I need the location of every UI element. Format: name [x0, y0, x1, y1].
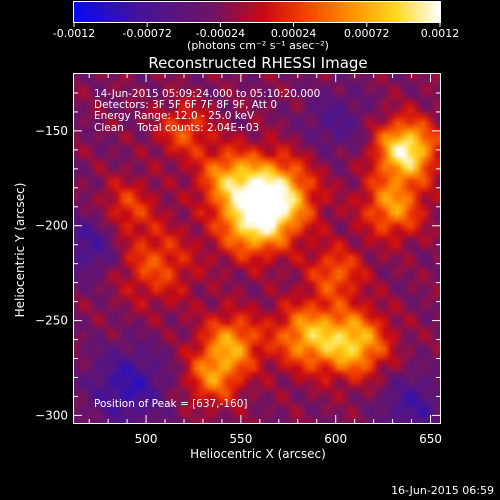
y-axis-label: Heliocentric Y (arcsec): [13, 183, 27, 318]
colorbar-tick-label: -0.00024: [196, 27, 245, 40]
colorbar: -0.0012 -0.00072 -0.00024 0.00024 0.00072 0.0…: [53, 1, 459, 52]
colorbar-frame: [73, 1, 441, 23]
x-tick-label: 650: [419, 432, 442, 446]
annotation-block: 14-Jun-2015 05:09:24.000 to 05:10:20.000…: [94, 88, 320, 134]
colorbar-tick-labels: -0.0012 -0.00072 -0.00024 0.00024 0.00072 0.0…: [53, 27, 459, 40]
annotation-energy-range: Energy Range: 12.0 - 25.0 keV: [94, 110, 255, 122]
colorbar-ticks: [73, 22, 441, 27]
plot-frame: [73, 73, 441, 424]
x-axis-label: Heliocentric X (arcsec): [190, 447, 326, 461]
y-tick-label: −250: [35, 314, 68, 328]
colorbar-tick-label: 0.00072: [344, 27, 390, 40]
annotation-time-range: 14-Jun-2015 05:09:24.000 to 05:10:20.000: [94, 88, 320, 100]
peak-position-label: Position of Peak = [637,-160]: [94, 398, 248, 410]
y-tick-label: −150: [35, 124, 68, 138]
colorbar-tick-label: 0.0012: [421, 27, 460, 40]
y-axis-ticks: [74, 92, 440, 416]
colorbar-tick-label: -0.00072: [122, 27, 171, 40]
x-axis-ticks: [88, 74, 432, 423]
x-tick-label: 600: [324, 432, 347, 446]
annotation-clean-counts: Clean Total counts: 2.04E+03: [94, 122, 259, 134]
y-tick-label: −300: [35, 408, 68, 422]
y-axis-tick-labels: −150 −200 −250 −300: [35, 124, 68, 423]
plot-area: 500 550 600 650 −150 −200 −250 −300: [35, 73, 442, 446]
annotation-detectors: Detectors: 3F 5F 6F 7F 8F 9F, Att 0: [94, 99, 277, 111]
y-tick-label: −200: [35, 219, 68, 233]
heatmap-image: [74, 74, 440, 423]
colorbar-tick-label: 0.00024: [271, 27, 317, 40]
colorbar-tick-label: -0.0012: [53, 27, 95, 40]
chart-title: Reconstructed RHESSI Image: [148, 54, 367, 72]
x-axis-tick-labels: 500 550 600 650: [135, 432, 442, 446]
render-timestamp: 16-Jun-2015 06:59: [391, 484, 494, 497]
colorbar-units: (photons cm⁻² s⁻¹ asec⁻²): [187, 39, 329, 52]
x-tick-label: 500: [135, 432, 158, 446]
x-tick-label: 550: [229, 432, 252, 446]
colorbar-gradient: [74, 2, 440, 22]
